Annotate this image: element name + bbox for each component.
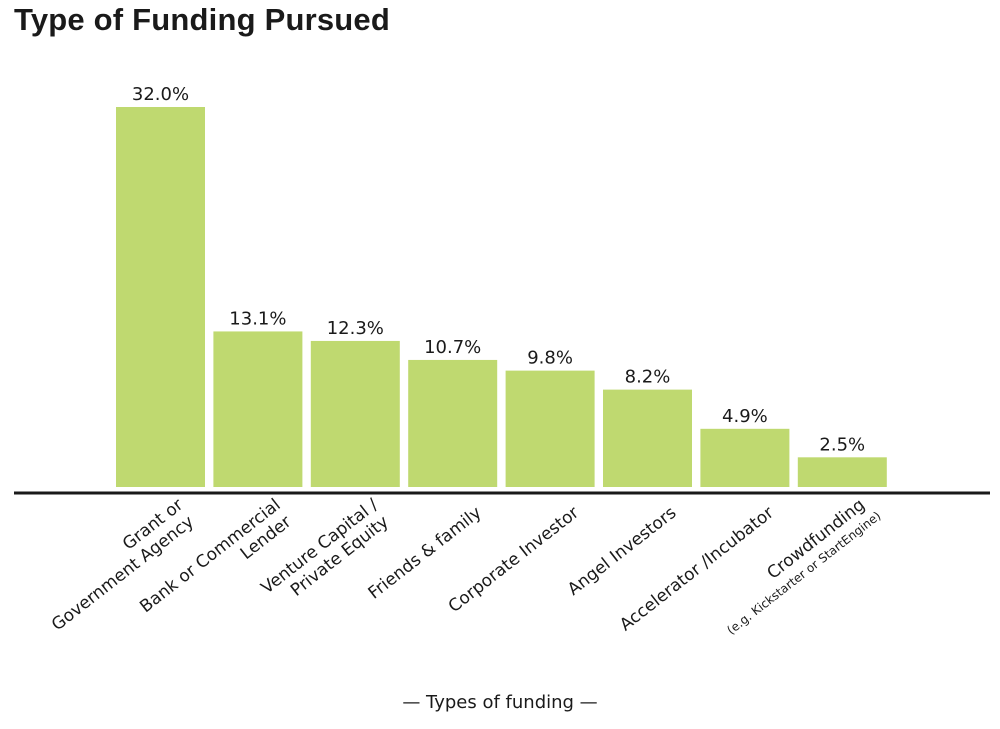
bar-1 [213, 331, 303, 487]
data-label-5: 8.2% [625, 367, 671, 388]
bar-7 [797, 457, 887, 487]
bars-group [116, 107, 887, 487]
data-labels-group: 32.0% 13.1% 12.3% 10.7% 9.8% 8.2% 4.9% 2.5% [132, 84, 865, 455]
chart-title: Type of Funding Pursued [14, 2, 391, 37]
bar-0 [116, 107, 205, 487]
data-label-1: 13.1% [229, 308, 286, 329]
x-axis-label: — Types of funding — [402, 692, 597, 713]
data-label-7: 2.5% [819, 434, 865, 455]
category-label-7: Crowdfunding(e.g. Kickstarter or StartEn… [724, 495, 883, 637]
data-label-0: 32.0% [132, 84, 189, 105]
bar-2 [310, 340, 400, 487]
data-label-4: 9.8% [527, 348, 573, 369]
bar-4 [505, 370, 595, 487]
data-label-3: 10.7% [424, 337, 481, 358]
bar-3 [408, 359, 498, 487]
data-label-6: 4.9% [722, 406, 768, 427]
bar-5 [603, 389, 692, 487]
bar-6 [700, 428, 790, 487]
data-label-2: 12.3% [327, 318, 384, 339]
